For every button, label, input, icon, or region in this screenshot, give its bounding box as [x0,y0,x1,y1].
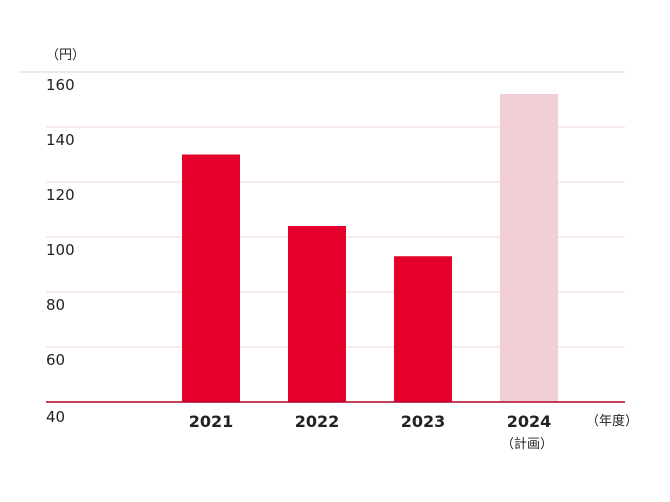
x-tick-label: 2023 [401,412,446,431]
bar-2022 [288,226,346,402]
x-tick-sublabel: （計画） [501,436,553,452]
y-axis-ticks: 40 60 80 100 120 140 160 [46,76,75,426]
y-tick-label: 100 [46,241,75,259]
x-tick-label: 2022 [295,412,340,431]
y-tick-label: 60 [46,351,65,369]
x-axis-unit-label: （年度） [586,413,638,429]
bar-2021 [182,154,240,402]
y-tick-label: 160 [46,76,75,94]
x-tick-label: 2024 [507,412,552,431]
y-tick-label: 120 [46,186,75,204]
bar-2024 [500,94,558,402]
bar-2023 [394,256,452,402]
y-tick-label: 40 [46,408,65,426]
x-axis-labels: 2021 2022 2023 2024 （計画） [189,412,553,452]
y-axis-unit-label: （円） [46,48,85,63]
bars [182,94,558,402]
y-tick-label: 80 [46,296,65,314]
x-tick-label: 2021 [189,412,234,431]
y-tick-label: 140 [46,131,75,149]
